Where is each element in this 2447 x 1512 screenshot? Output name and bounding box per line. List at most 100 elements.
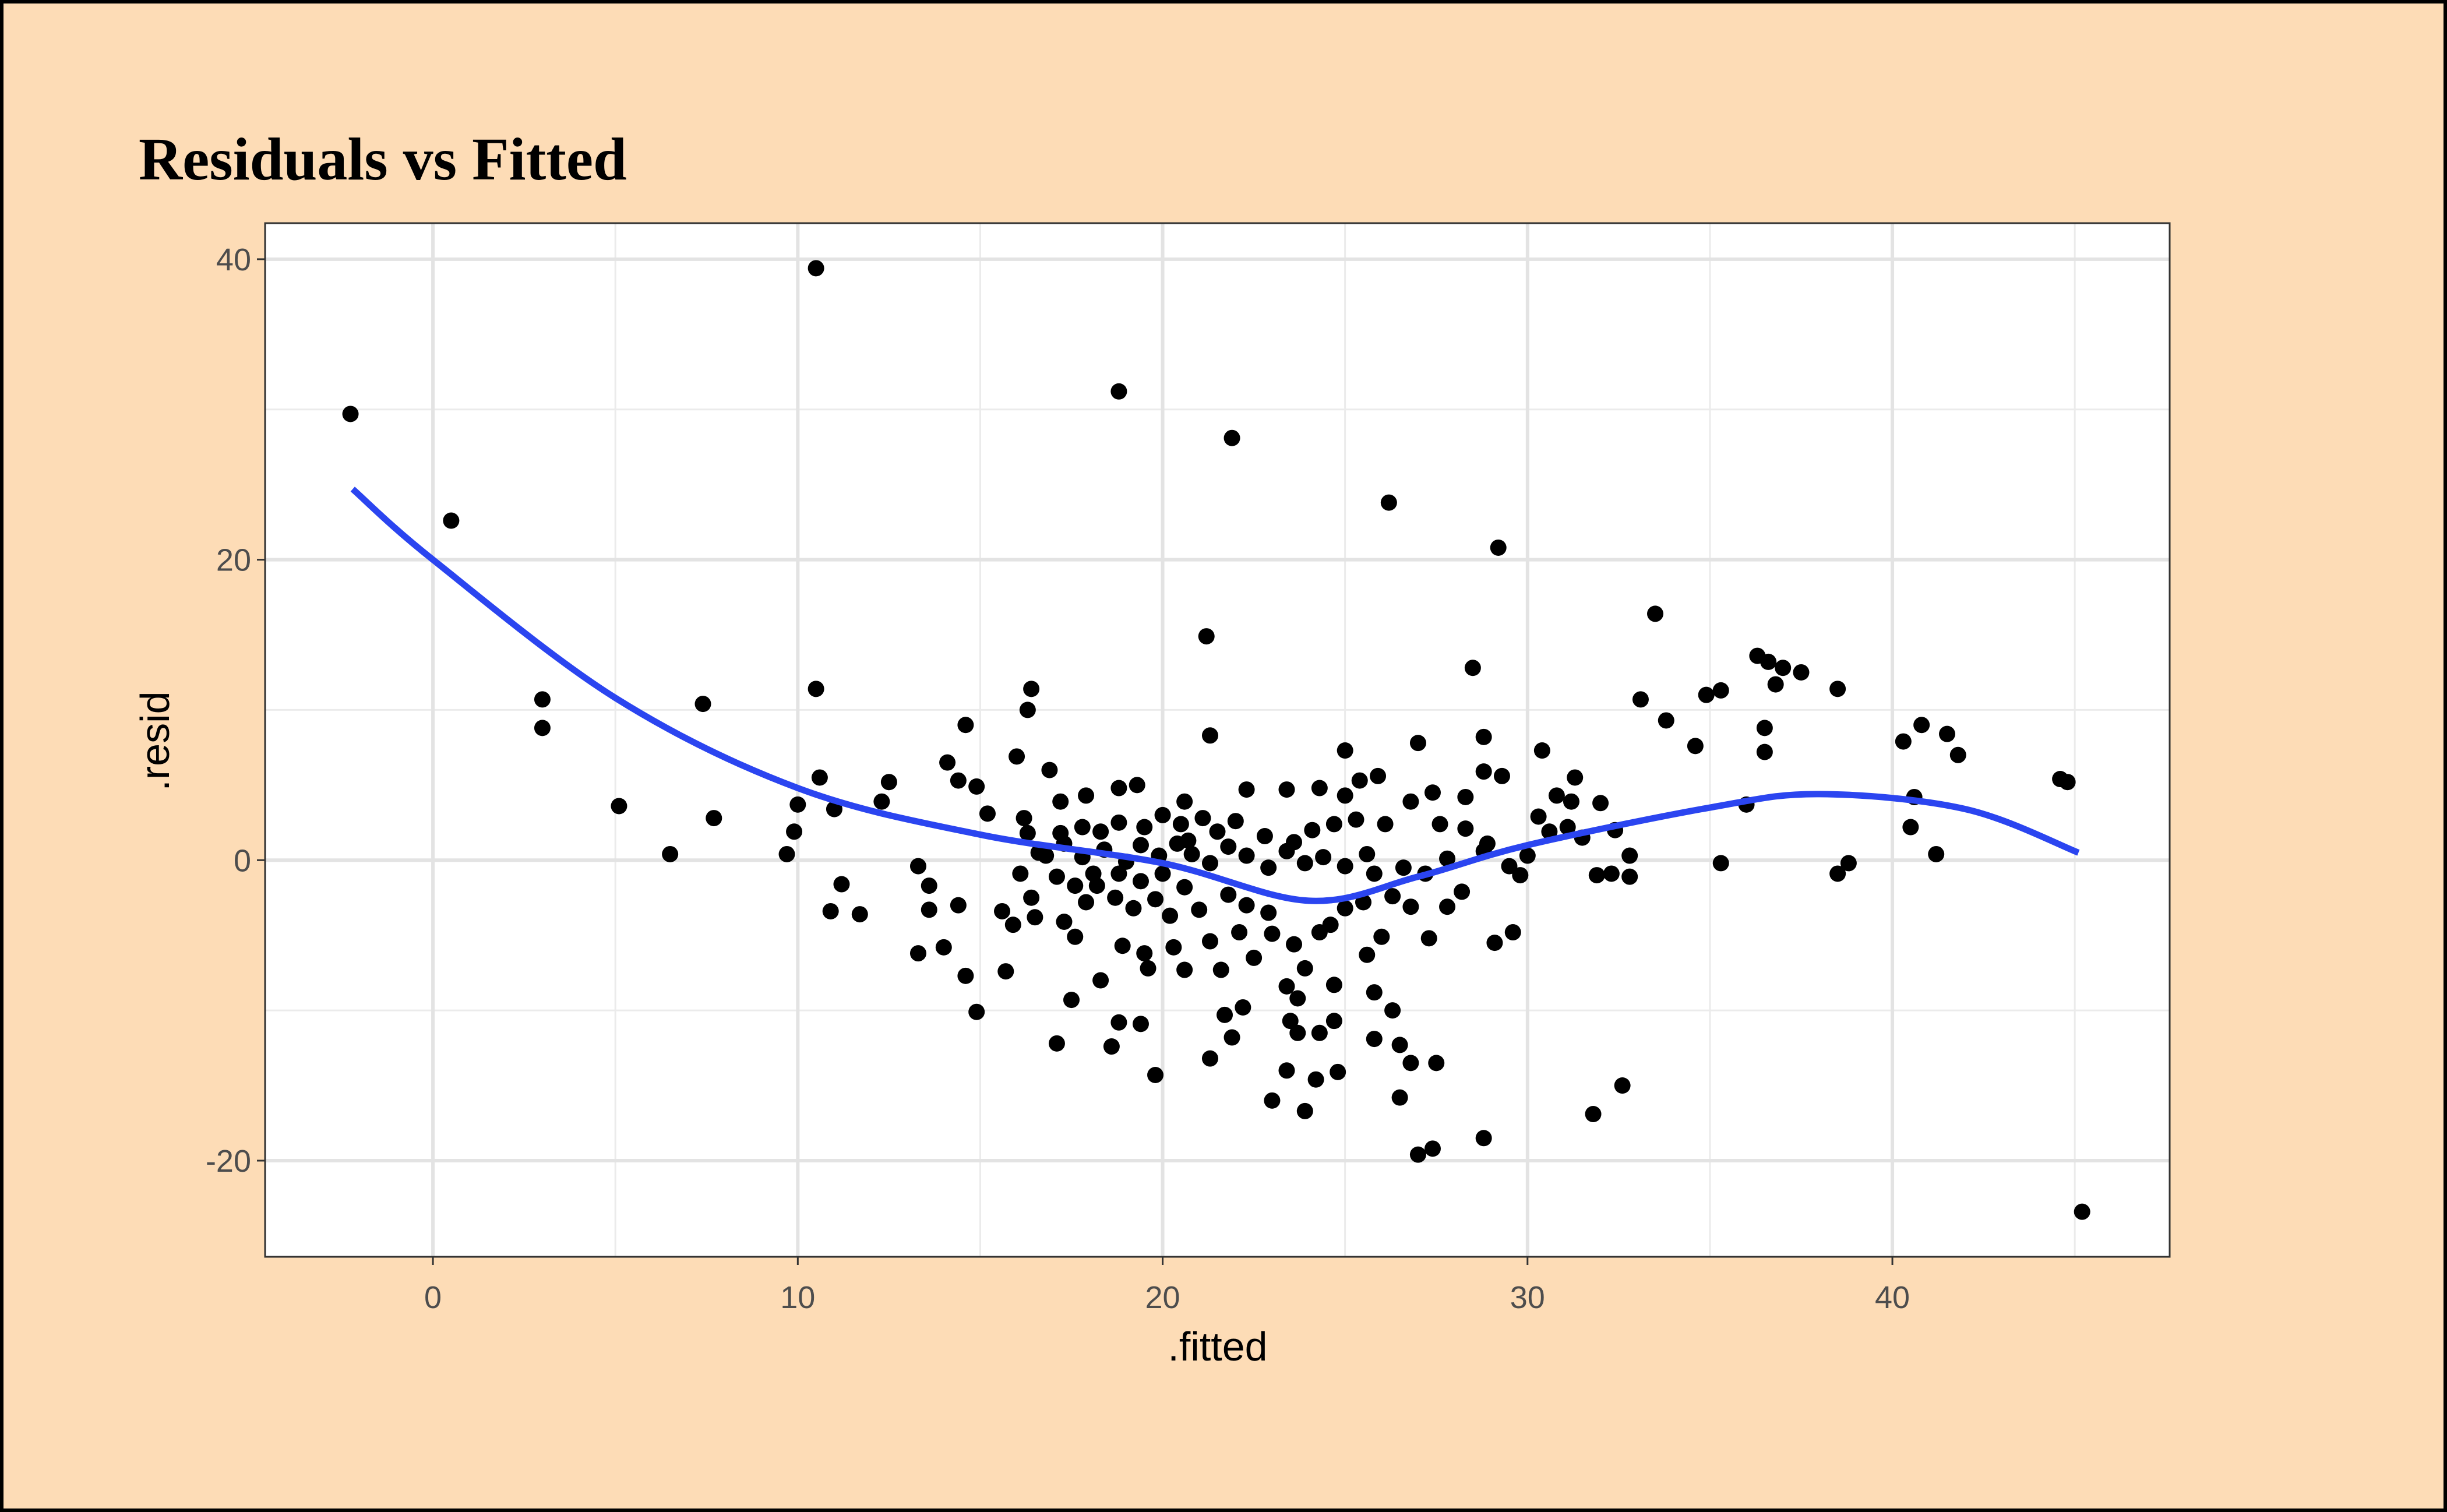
point bbox=[1063, 992, 1080, 1009]
point bbox=[1351, 772, 1368, 789]
point bbox=[833, 876, 850, 893]
x-tick-label: 20 bbox=[1145, 1280, 1180, 1315]
point bbox=[1366, 984, 1383, 1001]
point bbox=[1162, 907, 1179, 924]
grid bbox=[265, 223, 2170, 1257]
point bbox=[1019, 824, 1036, 841]
point bbox=[1409, 1146, 1426, 1163]
point bbox=[1377, 816, 1394, 833]
point bbox=[778, 845, 795, 862]
point bbox=[1110, 814, 1127, 831]
point bbox=[1712, 855, 1729, 872]
point bbox=[1402, 1055, 1419, 1072]
point bbox=[822, 903, 839, 919]
point bbox=[662, 845, 679, 862]
point bbox=[1370, 767, 1387, 784]
point bbox=[1201, 933, 1218, 950]
point bbox=[968, 1003, 985, 1020]
point bbox=[1493, 767, 1510, 784]
point bbox=[1431, 816, 1448, 833]
point bbox=[1829, 681, 1846, 697]
point bbox=[1409, 735, 1426, 752]
point bbox=[957, 717, 974, 734]
point bbox=[1264, 1092, 1281, 1109]
point bbox=[1454, 883, 1471, 900]
point bbox=[1074, 819, 1091, 836]
point bbox=[1194, 810, 1211, 827]
point bbox=[611, 798, 627, 815]
point bbox=[1504, 924, 1521, 941]
point bbox=[1224, 429, 1240, 446]
point bbox=[1756, 743, 1773, 760]
point bbox=[968, 778, 985, 795]
point bbox=[1260, 904, 1277, 921]
point bbox=[1246, 949, 1263, 966]
point bbox=[1201, 1050, 1218, 1067]
y-axis-title: .resid bbox=[132, 691, 178, 791]
point bbox=[1238, 781, 1255, 798]
point bbox=[1304, 822, 1321, 838]
point bbox=[1402, 793, 1419, 810]
point bbox=[1384, 1002, 1401, 1019]
point bbox=[1315, 849, 1332, 866]
point bbox=[1278, 978, 1295, 995]
point bbox=[1235, 999, 1251, 1016]
point bbox=[950, 772, 967, 789]
point bbox=[1048, 1035, 1065, 1052]
point bbox=[1632, 691, 1649, 708]
point bbox=[1380, 494, 1397, 511]
point bbox=[1027, 909, 1043, 926]
point bbox=[534, 720, 551, 736]
point bbox=[534, 691, 551, 708]
point bbox=[1132, 1016, 1149, 1032]
point bbox=[935, 939, 952, 956]
point bbox=[1475, 1130, 1492, 1147]
point bbox=[1067, 928, 1084, 945]
point bbox=[706, 810, 722, 827]
point bbox=[1067, 877, 1084, 894]
point bbox=[1023, 681, 1040, 697]
point bbox=[1775, 660, 1792, 676]
point bbox=[1559, 819, 1576, 836]
point bbox=[1092, 823, 1109, 840]
point bbox=[1209, 823, 1226, 840]
point bbox=[1756, 720, 1773, 736]
point bbox=[1212, 961, 1229, 978]
point bbox=[1165, 939, 1182, 956]
point bbox=[1278, 781, 1295, 798]
point bbox=[1092, 972, 1109, 989]
point bbox=[789, 796, 806, 813]
chart-title: Residuals vs Fitted bbox=[139, 126, 627, 193]
point bbox=[1366, 1031, 1383, 1048]
point bbox=[1457, 820, 1474, 837]
point bbox=[1592, 795, 1609, 812]
point bbox=[1337, 742, 1353, 759]
y-tick-label: -20 bbox=[206, 1144, 251, 1179]
point bbox=[1402, 898, 1419, 915]
point bbox=[1840, 855, 1857, 872]
point bbox=[1938, 725, 1955, 742]
point bbox=[1384, 888, 1401, 905]
point bbox=[1176, 961, 1193, 978]
point bbox=[1183, 845, 1200, 862]
point bbox=[1585, 1106, 1602, 1123]
point bbox=[1114, 937, 1131, 954]
x-tick-label: 40 bbox=[1875, 1280, 1910, 1315]
point bbox=[1289, 1024, 1306, 1041]
point bbox=[1056, 913, 1073, 930]
point bbox=[1125, 900, 1142, 917]
point bbox=[1501, 858, 1518, 875]
point bbox=[2059, 774, 2076, 791]
smooth-line bbox=[350, 487, 2080, 904]
point bbox=[1928, 845, 1945, 862]
point bbox=[1760, 653, 1777, 670]
marks bbox=[342, 260, 2090, 1220]
point bbox=[1428, 1055, 1445, 1072]
point bbox=[808, 681, 824, 697]
point bbox=[808, 260, 824, 277]
point bbox=[1895, 733, 1912, 750]
point bbox=[1533, 742, 1550, 759]
point bbox=[851, 906, 868, 923]
